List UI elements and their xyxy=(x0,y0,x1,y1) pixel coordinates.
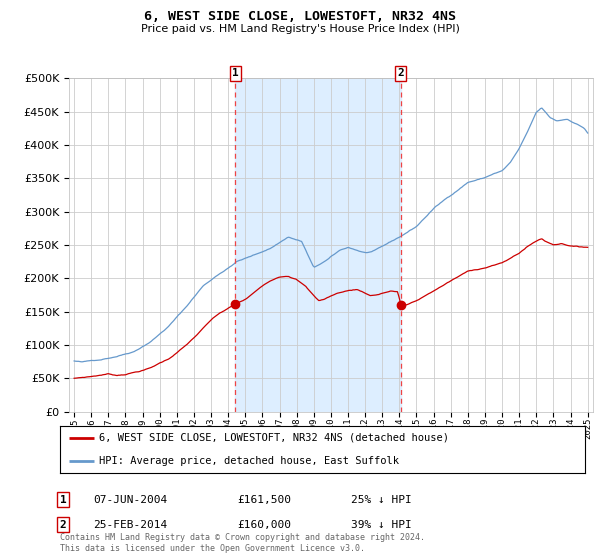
Text: 6, WEST SIDE CLOSE, LOWESTOFT, NR32 4NS: 6, WEST SIDE CLOSE, LOWESTOFT, NR32 4NS xyxy=(144,10,456,23)
Text: HPI: Average price, detached house, East Suffolk: HPI: Average price, detached house, East… xyxy=(100,456,400,466)
Text: 2: 2 xyxy=(397,68,404,78)
Text: 2: 2 xyxy=(59,520,67,530)
Text: £160,000: £160,000 xyxy=(237,520,291,530)
Text: 07-JUN-2004: 07-JUN-2004 xyxy=(93,494,167,505)
Text: Price paid vs. HM Land Registry's House Price Index (HPI): Price paid vs. HM Land Registry's House … xyxy=(140,24,460,34)
Text: 1: 1 xyxy=(59,494,67,505)
Text: £161,500: £161,500 xyxy=(237,494,291,505)
Bar xyxy=(235,78,401,412)
Text: 1: 1 xyxy=(232,68,239,78)
Text: 25% ↓ HPI: 25% ↓ HPI xyxy=(351,494,412,505)
Text: 39% ↓ HPI: 39% ↓ HPI xyxy=(351,520,412,530)
Text: Contains HM Land Registry data © Crown copyright and database right 2024.
This d: Contains HM Land Registry data © Crown c… xyxy=(60,533,425,553)
Text: 6, WEST SIDE CLOSE, LOWESTOFT, NR32 4NS (detached house): 6, WEST SIDE CLOSE, LOWESTOFT, NR32 4NS … xyxy=(100,432,449,442)
Text: 25-FEB-2014: 25-FEB-2014 xyxy=(93,520,167,530)
